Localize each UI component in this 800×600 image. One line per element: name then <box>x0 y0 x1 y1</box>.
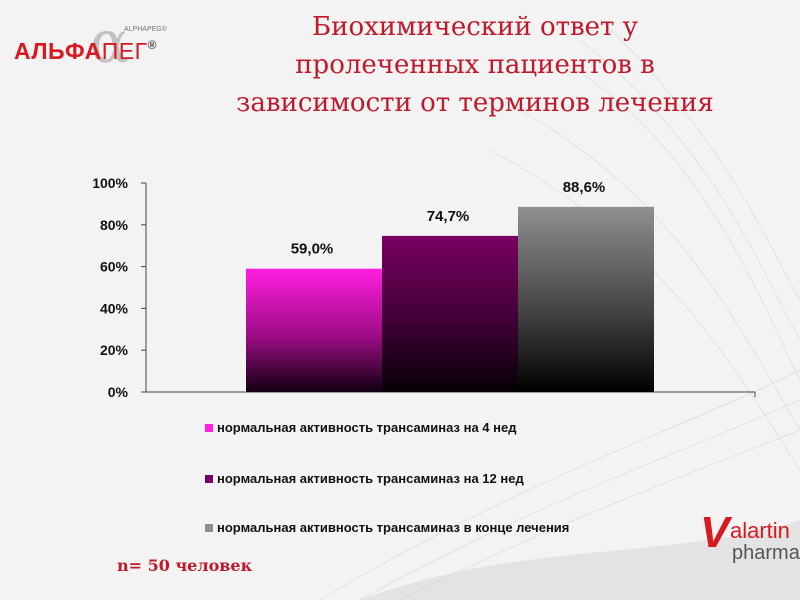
legend-item-end: нормальная активность трансаминаз в конц… <box>205 520 569 535</box>
bar-2 <box>382 235 518 392</box>
y-tick-label: 100% <box>92 175 128 191</box>
y-tick-label: 60% <box>100 259 129 275</box>
legend-item-12wk: нормальная активность трансаминаз на 12 … <box>205 471 524 486</box>
legend-swatch-12wk <box>205 474 213 483</box>
y-tick-label: 80% <box>100 217 129 233</box>
alfapeg-logo: α ALPHAPEG® АЛЬФАПЕГ® <box>14 8 204 76</box>
alfapeg-logo-part2: ПЕГ <box>101 38 148 64</box>
valartin-pharma-logo: V alartin pharma <box>700 508 800 572</box>
sample-size-note: n= 50 человек <box>117 556 253 575</box>
bar-1 <box>246 268 382 392</box>
data-label-3: 88,6% <box>563 179 606 196</box>
valartin-v-mark: V <box>700 508 730 557</box>
legend-label-end: нормальная активность трансаминаз в конц… <box>217 520 570 535</box>
y-tick-label: 40% <box>100 300 129 316</box>
slide-title: Биохимический ответ у пролеченных пациен… <box>205 8 745 122</box>
y-tick-label: 0% <box>108 384 129 400</box>
alfapeg-logo-part1: АЛЬФА <box>14 38 102 64</box>
legend-swatch-end <box>205 523 213 532</box>
bar-3 <box>518 206 654 392</box>
legend-label-12wk: нормальная активность трансаминаз на 12 … <box>217 471 524 486</box>
alfapeg-logo-registered: ® <box>147 38 157 52</box>
title-line-2: пролеченных пациентов в <box>295 50 655 80</box>
legend-swatch-4wk <box>205 423 213 432</box>
alfapeg-logo-sub: ALPHAPEG® <box>124 26 167 33</box>
title-line-1: Биохимический ответ у <box>312 12 638 42</box>
title-line-3: зависимости от терминов лечения <box>236 88 714 118</box>
alpha-symbol-icon: α <box>90 8 130 76</box>
valartin-logo-line1: alartin <box>730 518 790 543</box>
legend-label-4wk: нормальная активность трансаминаз на 4 н… <box>217 420 517 435</box>
y-tick-label: 20% <box>100 342 129 358</box>
data-label-2: 74,7% <box>427 208 470 225</box>
valartin-logo-line2: pharma <box>732 542 800 564</box>
data-label-1: 59,0% <box>291 241 334 258</box>
legend-item-4wk: нормальная активность трансаминаз на 4 н… <box>205 420 516 435</box>
alfapeg-logo-text: АЛЬФАПЕГ® <box>14 38 157 65</box>
